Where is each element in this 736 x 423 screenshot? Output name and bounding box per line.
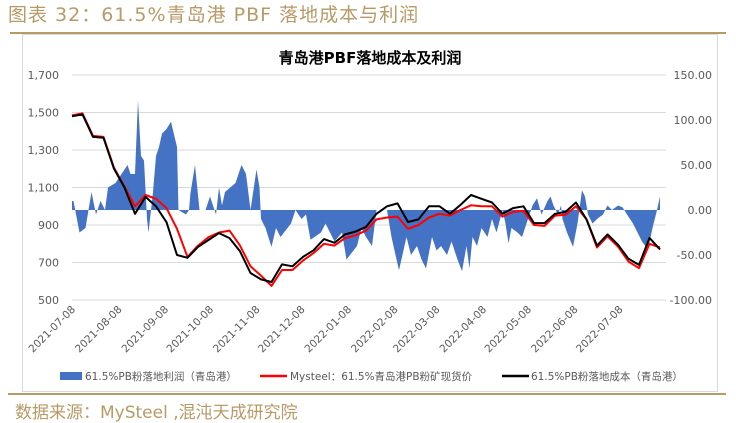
- legend-label-price: Mysteel：61.5%青岛港PB粉矿现货价: [290, 370, 473, 383]
- top-rule: [10, 32, 726, 34]
- legend-label-cost: 61.5%PB粉落地成本（青岛港）: [531, 370, 683, 383]
- right-tick-label: 0.00: [688, 204, 713, 217]
- right-tick-label: -100.00: [670, 294, 712, 307]
- left-tick-label: 1,300: [28, 144, 60, 157]
- legend-swatch-profit: [60, 372, 82, 380]
- right-tick-label: 50.00: [681, 159, 713, 172]
- left-tick-label: 1,500: [28, 107, 60, 120]
- left-tick-label: 1,100: [28, 182, 60, 195]
- cost-line: [71, 113, 661, 283]
- right-tick-label: -50.00: [677, 249, 712, 262]
- price-line: [71, 112, 661, 287]
- right-tick-label: 150.00: [674, 69, 713, 82]
- gridlines: [72, 74, 666, 301]
- profit-area: [72, 100, 660, 272]
- figure-title: 图表 32：61.5%青岛港 PBF 落地成本与利润: [8, 4, 420, 26]
- left-tick-label: 1,700: [28, 69, 60, 82]
- legend-label-profit: 61.5%PB粉落地利润（青岛港）: [85, 370, 237, 383]
- line-layer: [71, 112, 661, 287]
- right-axis: 150.00 100.00 50.00 0.00 -50.00 -100.00: [670, 69, 712, 307]
- profit-area-layer: [72, 100, 660, 272]
- source-note: 数据来源：MySteel ,混沌天成研究院: [15, 403, 298, 423]
- right-tick-label: 100.00: [674, 114, 713, 127]
- legend: 61.5%PB粉落地利润（青岛港） Mysteel：61.5%青岛港PB粉矿现货…: [60, 370, 683, 383]
- left-tick-label: 900: [38, 219, 59, 232]
- left-tick-label: 500: [38, 294, 59, 307]
- chart-title: 青岛港PBF落地成本及利润: [279, 49, 462, 67]
- bottom-rule: [8, 393, 726, 395]
- chart: 青岛港PBF落地成本及利润 1,700 1,500 1,300 1,100 900 700…: [22, 34, 718, 392]
- left-tick-label: 700: [38, 257, 59, 270]
- left-axis: 1,700 1,500 1,300 1,100 900 700 500: [28, 69, 60, 307]
